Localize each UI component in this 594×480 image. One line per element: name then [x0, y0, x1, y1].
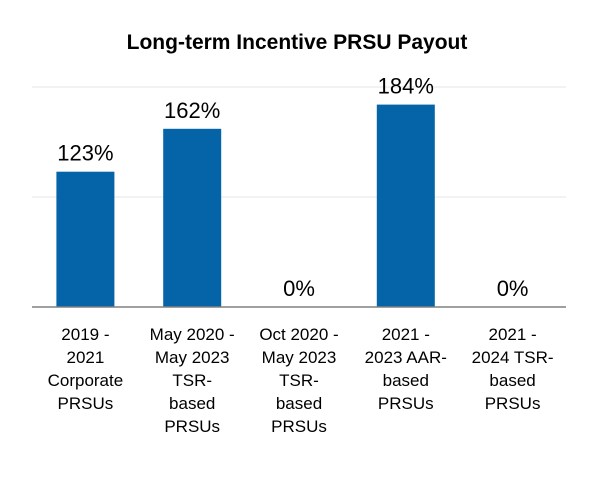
category-label-line: based — [489, 371, 535, 390]
category-label-line: May 2020 - — [150, 325, 235, 344]
category-label-line: based — [383, 371, 429, 390]
category-label-5: 2021 - 2024 TSR-based PRSUs — [472, 325, 554, 413]
category-label-line: May 2023 — [262, 348, 337, 367]
data-labels: 123% 162% 0% 184% 0% — [57, 74, 528, 301]
category-label-line: PRSUs — [485, 394, 541, 413]
category-label-2: May 2020 - May 2023 TSR-based PRSUs — [150, 325, 235, 436]
category-label-line: 2021 — [66, 348, 104, 367]
bar-2 — [163, 128, 222, 307]
data-label-1: 123% — [57, 141, 113, 166]
category-label-line: May 2023 — [155, 348, 230, 367]
bar-4 — [376, 104, 435, 307]
bars — [56, 104, 435, 307]
category-label-line: PRSUs — [271, 417, 327, 436]
data-label-2: 162% — [164, 98, 220, 123]
bar-1 — [56, 171, 115, 307]
category-label-line: Corporate — [48, 371, 124, 390]
category-label-line: PRSUs — [58, 394, 114, 413]
category-label-line: PRSUs — [378, 394, 434, 413]
category-label-line: Oct 2020 - — [259, 325, 338, 344]
category-label-line: PRSUs — [164, 417, 220, 436]
category-label-line: 2024 TSR- — [472, 348, 554, 367]
category-label-line: 2021 - — [382, 325, 430, 344]
category-label-line: 2021 - — [488, 325, 536, 344]
category-label-line: TSR- — [279, 371, 319, 390]
data-label-4: 184% — [378, 74, 434, 99]
gridlines — [32, 86, 566, 198]
category-label-4: 2021 - 2023 AAR-based PRSUs — [365, 325, 447, 413]
category-label-line: TSR- — [172, 371, 212, 390]
chart-title: Long-term Incentive PRSU Payout — [127, 31, 468, 54]
data-label-5: 0% — [497, 276, 529, 301]
category-label-line: based — [276, 394, 322, 413]
category-label-line: 2019 - — [61, 325, 109, 344]
data-label-3: 0% — [283, 276, 315, 301]
category-label-1: 2019 - 2021 Corporate PRSUs — [48, 325, 124, 413]
category-label-line: 2023 AAR- — [365, 348, 447, 367]
category-label-line: based — [169, 394, 215, 413]
category-label-3: Oct 2020 - May 2023 TSR-based PRSUs — [259, 325, 338, 436]
